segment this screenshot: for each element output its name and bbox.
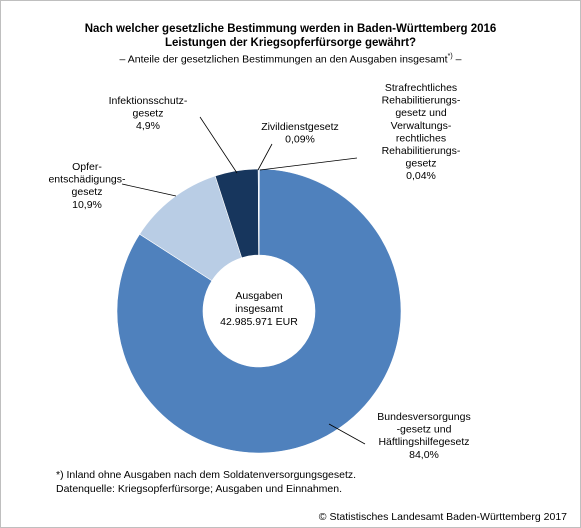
- leader-line-2: [121, 183, 177, 197]
- donut-slice-4: [257, 168, 260, 256]
- leader-line-3: [199, 116, 238, 174]
- slice-label-3: Infektionsschutz-gesetz 4,9%: [109, 95, 188, 132]
- center-label-line-2: 42.985.971 EUR: [220, 316, 298, 328]
- leader-line-0: [259, 157, 358, 171]
- footnote: *) Inland ohne Ausgaben nach dem Soldate…: [56, 468, 356, 496]
- slice-label-2: Opfer-entschädigungs-gesetz 10,9%: [48, 161, 126, 211]
- slice-label-1-line-3: 84,0%: [409, 449, 439, 461]
- slice-label-0-line-5: Rehabilitierungs-: [382, 145, 461, 157]
- slice-label-0-line-0: Strafrechtliches: [385, 82, 457, 94]
- copyright-notice: © Statistisches Landesamt Baden-Württemb…: [318, 511, 567, 523]
- slice-label-3-line-1: gesetz: [133, 108, 164, 120]
- slice-label-1-line-1: -gesetz und: [397, 424, 452, 436]
- slice-label-2-line-1: entschädigungs-: [48, 174, 126, 186]
- slice-label-2-line-3: 10,9%: [72, 199, 102, 211]
- center-label-line-1: insgesamt: [235, 303, 283, 315]
- leader-line-4: [257, 143, 273, 171]
- chart-title-line1: Nach welcher gesetzliche Bestimmung werd…: [84, 23, 497, 35]
- donut-slice-1: [116, 168, 402, 454]
- slice-label-3-line-2: 4,9%: [136, 120, 160, 132]
- subtitle-footnote-mark: *): [447, 53, 453, 60]
- footnote-line1: *) Inland ohne Ausgaben nach dem Soldate…: [56, 469, 357, 481]
- slice-label-4-line-1: 0,09%: [285, 134, 315, 146]
- slice-label-0-line-3: Verwaltungs-: [391, 120, 452, 132]
- chart-subtitle: – Anteile der gesetzlichen Bestimmungen …: [0, 50, 581, 67]
- slice-label-0-line-2: gesetz und: [395, 107, 447, 119]
- slice-label-0-line-6: gesetz: [406, 158, 437, 170]
- slice-label-4: Zivildienstgesetz 0,09%: [261, 121, 339, 146]
- slice-label-3-line-0: Infektionsschutz-: [109, 95, 188, 107]
- slice-label-0-line-4: rechtliches: [396, 132, 446, 144]
- slice-label-1: Bundesversorgungs -gesetz und Häftlingshil…: [377, 411, 470, 461]
- slice-label-0-line-7: 0,04%: [406, 170, 436, 182]
- slice-label-1-line-2: Häftlingshilfegesetz: [378, 436, 469, 448]
- footnote-source: Datenquelle: Kriegsopferfürsorge; Ausgab…: [56, 483, 343, 495]
- chart-title-line2: Leistungen der Kriegsopferfürsorge gewäh…: [164, 37, 417, 49]
- chart-title: Nach welcher gesetzliche Bestimmung werd…: [0, 22, 581, 50]
- slice-label-4-line-0: Zivildienstgesetz: [261, 121, 339, 133]
- leader-line-1: [328, 423, 366, 445]
- slice-label-0: Strafrechtliches Rehabilitierungs-gesetz …: [382, 82, 461, 182]
- slice-label-0-line-1: Rehabilitierungs-: [382, 95, 461, 107]
- slice-label-2-line-2: gesetz: [72, 186, 103, 198]
- center-label-line-0: Ausgaben: [235, 290, 282, 302]
- slice-label-2-line-0: Opfer-: [72, 161, 102, 173]
- subtitle-text: – Anteile der gesetzlichen Bestimmungen …: [119, 53, 448, 66]
- subtitle-tail: –: [452, 53, 462, 66]
- slice-label-1-line-0: Bundesversorgungs: [377, 411, 470, 423]
